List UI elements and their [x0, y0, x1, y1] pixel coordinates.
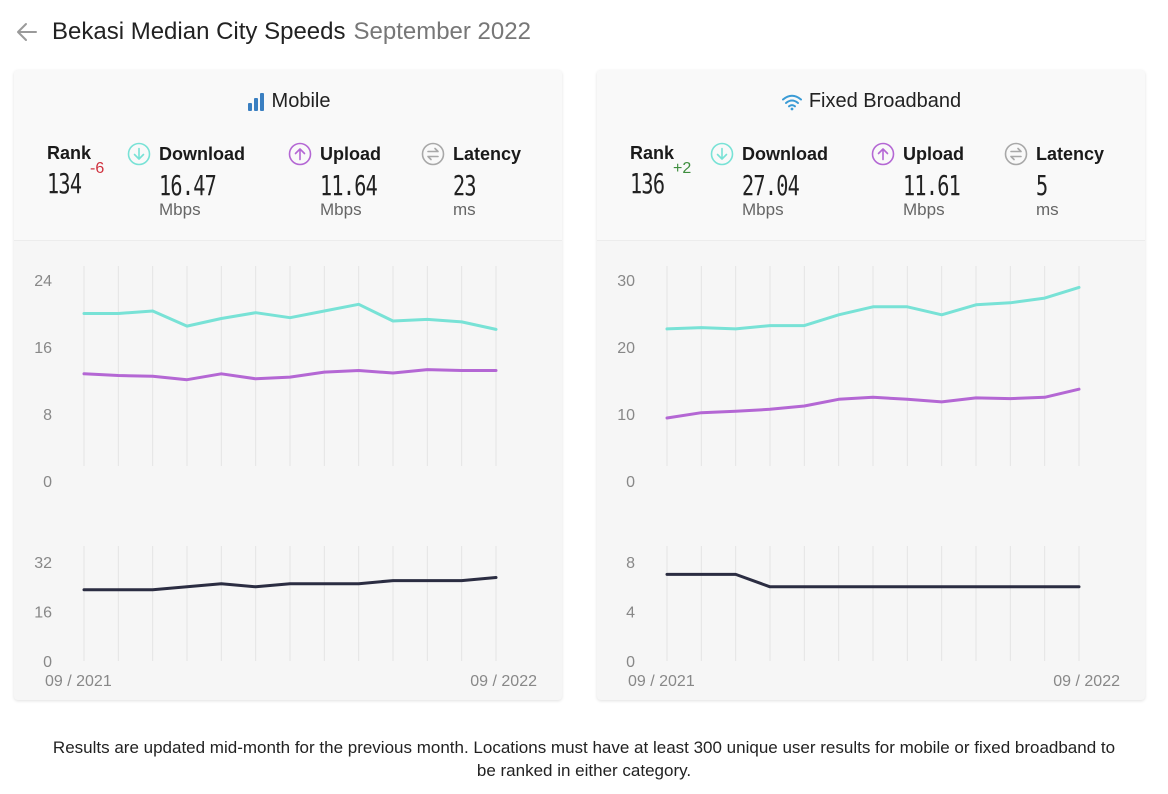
latency-series-line: [82, 576, 498, 592]
latency-value: 23: [453, 169, 477, 202]
speed-y-tick-label: 8: [43, 407, 52, 424]
date-label: September 2022: [353, 18, 531, 45]
footer-note: Results are updated mid-month for the pr…: [0, 736, 1168, 782]
rank-change: -6: [90, 160, 105, 177]
latency-y-tick-label: 0: [43, 654, 52, 671]
upload-icon: [871, 142, 895, 166]
footer-text: Results are updated mid-month for the pr…: [52, 738, 1116, 780]
speed-y-tick-label: 30: [617, 273, 635, 290]
fixed-summary: Fixed Broadband Rank 136 +2 Download 27.…: [597, 70, 1145, 241]
latency-unit: ms: [1036, 200, 1059, 219]
mobile-summary: Mobile Rank 134 -6 Download 16.47 Mbps: [14, 70, 562, 241]
rank-value: 136: [630, 167, 665, 200]
rank-label: Rank: [630, 143, 675, 163]
speed-y-tick-label: 24: [34, 273, 52, 290]
upload-label: Upload: [903, 143, 964, 164]
latency-label: Latency: [1036, 143, 1105, 164]
upload-value: 11.61: [903, 169, 961, 202]
back-arrow-icon[interactable]: [14, 19, 40, 45]
latency-y-tick-label: 32: [34, 555, 52, 572]
mobile-chart: 0 8 16 24 0 16 32 09 / 2021 09 / 2022: [34, 266, 537, 690]
fixed-title-label: Fixed Broadband: [808, 90, 962, 112]
x-axis-start-label: 09 / 2021: [628, 673, 695, 690]
upload-icon: [288, 142, 312, 166]
latency-unit: ms: [453, 200, 476, 219]
mobile-title-label: Mobile: [271, 90, 331, 112]
download-series-line: [82, 302, 498, 331]
x-axis-start-label: 09 / 2021: [45, 673, 112, 690]
latency-y-tick-label: 16: [34, 605, 52, 622]
latency-value: 5: [1036, 169, 1048, 202]
latency-label: Latency: [453, 143, 522, 164]
speed-y-tick-label: 0: [626, 474, 635, 491]
fixed-rank: Rank 136 +2: [630, 142, 691, 200]
download-unit: Mbps: [742, 200, 784, 219]
wifi-icon: [781, 94, 802, 110]
rank-label: Rank: [47, 143, 92, 163]
page-title: Bekasi Median City Speeds September 2022: [52, 18, 531, 46]
upload-unit: Mbps: [320, 200, 362, 219]
latency-icon: [1004, 142, 1028, 166]
rank-change: +2: [673, 160, 692, 177]
upload-label: Upload: [320, 143, 381, 164]
city-title: Bekasi Median City Speeds: [52, 18, 346, 45]
upload-series-line: [665, 387, 1081, 420]
mobile-upload: Upload 11.64 Mbps: [288, 142, 399, 220]
upload-unit: Mbps: [903, 200, 945, 219]
mobile-download: Download 16.47 Mbps: [127, 142, 245, 220]
download-value: 16.47: [159, 169, 217, 202]
rank-value: 134: [47, 167, 82, 200]
download-label: Download: [159, 143, 245, 164]
download-icon: [127, 142, 151, 166]
speed-y-tick-label: 16: [34, 340, 52, 357]
mobile-panel-title: Mobile: [14, 90, 562, 113]
download-label: Download: [742, 143, 828, 164]
fixed-broadband-panel: Fixed Broadband Rank 136 +2 Download 27.…: [597, 70, 1145, 700]
latency-series-line: [665, 572, 1081, 589]
mobile-panel: Mobile Rank 134 -6 Download 16.47 Mbps: [14, 70, 562, 700]
fixed-chart: 0 10 20 30 0 4 8 09 / 2021 09 / 2022: [617, 266, 1120, 690]
fixed-latency: Latency 5 ms: [1004, 142, 1104, 220]
upload-value: 11.64: [320, 169, 378, 202]
speed-y-tick-label: 0: [43, 474, 52, 491]
mobile-rank: Rank 134 -6: [47, 142, 104, 200]
fixed-download: Download 27.04 Mbps: [710, 142, 828, 220]
latency-y-tick-label: 8: [626, 555, 635, 572]
page-header: Bekasi Median City Speeds September 2022: [14, 12, 531, 52]
mobile-latency: Latency 23 ms: [421, 142, 521, 220]
fixed-panel-title: Fixed Broadband: [597, 90, 1145, 113]
speed-y-tick-label: 20: [617, 340, 635, 357]
latency-icon: [421, 142, 445, 166]
download-unit: Mbps: [159, 200, 201, 219]
signal-bars-icon: [247, 92, 264, 111]
download-value: 27.04: [742, 169, 800, 202]
latency-y-tick-label: 0: [626, 654, 635, 671]
speed-y-tick-label: 10: [617, 407, 635, 424]
x-axis-end-label: 09 / 2022: [470, 673, 537, 690]
x-axis-end-label: 09 / 2022: [1053, 673, 1120, 690]
download-icon: [710, 142, 734, 166]
fixed-upload: Upload 11.61 Mbps: [871, 142, 982, 220]
download-series-line: [665, 285, 1081, 331]
latency-y-tick-label: 4: [626, 605, 635, 622]
upload-series-line: [82, 368, 498, 382]
